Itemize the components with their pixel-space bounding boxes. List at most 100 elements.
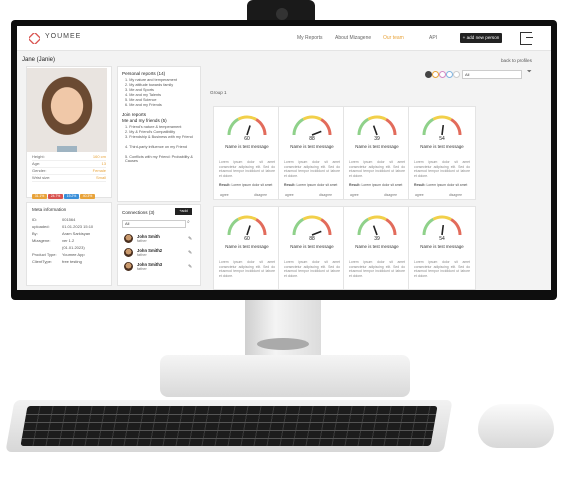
agree-button[interactable]: agree [285,193,294,197]
profile-photo [27,68,107,152]
gauge-card[interactable]: 60 Name is test message Lorem ipsum dolor … [213,206,281,290]
gauge-description: Lorem ipsum dolor sit amet consectetur a… [219,260,275,278]
gauge-description: Lorem ipsum dolor sit amet consectetur a… [414,260,470,278]
gauge-needle [311,230,322,236]
gauge-segment [450,118,462,136]
report-item[interactable]: 1. My nature and temperament [125,78,177,82]
reports-card [117,66,201,202]
stat-row: Age: 13 [32,161,106,168]
report-item[interactable]: 1. Friend's nature & temperament [125,125,182,129]
gauge-description: Lorem ipsum dolor sit amet consectetur a… [284,260,340,278]
report-item[interactable]: 3. Friendship & Business with my Friend [125,135,193,139]
report-item[interactable]: 2. My attitude towards family [125,83,174,87]
report-item[interactable]: 3. Me and Sports [125,88,154,92]
connections-filter-select[interactable]: All [122,220,186,228]
gauge-needle [246,225,251,236]
edit-icon[interactable]: ✎ [188,264,193,270]
report-item[interactable]: 4. Third-party influence on my Friend [125,145,187,149]
group-filter-select[interactable]: All [462,70,522,79]
profile-stats: Height: 160 cm Age: 13 Gender: Female Wrist… [32,154,106,182]
gauge-description: Lorem ipsum dolor sit amet consectetur a… [284,160,340,178]
disagree-button[interactable]: disagree [319,193,333,197]
color-filter-dot[interactable] [453,71,460,78]
gauge-card[interactable]: 39 Name is test message Lorem ipsum dolor … [343,106,411,200]
page-title: Jane (Janie) [22,57,56,63]
edit-icon[interactable]: ✎ [188,250,193,256]
connection-name[interactable]: John Smith2 [137,248,163,253]
logout-icon[interactable] [520,32,533,45]
nav-link-api[interactable]: API [429,35,438,41]
report-item[interactable]: 6. Me and my Friends [125,103,162,107]
gauge-icon [422,115,462,136]
color-filter-dot[interactable] [432,71,439,78]
gauge-name: Name is test message [225,144,269,149]
back-to-profiles-link[interactable]: back to profiles [501,58,532,63]
percent-chip: 40.3% [80,194,95,199]
report-item[interactable]: 4. Me and my Talents [125,93,162,97]
report-item[interactable]: 5. Conflicts with my Friend: Probability… [125,155,193,163]
add-connection-button[interactable]: +add [175,208,192,215]
avatar [124,262,133,271]
meta-row: By: Aram Sarkisyan [32,231,91,236]
disagree-button[interactable]: disagree [384,193,398,197]
disagree-button[interactable]: disagree [449,193,463,197]
gauge-segment [357,117,370,136]
connection-name[interactable]: John Smith [137,234,160,239]
join-reports-subtitle[interactable]: Me and my friends (5) [122,118,167,123]
gauge-description: Lorem ipsum dolor sit amet consectetur a… [219,160,275,178]
meta-title: Meta information [32,207,67,212]
nav-link-our-team[interactable]: Our team [383,35,404,41]
agree-button[interactable]: agree [415,193,424,197]
key-row-divider [24,422,435,423]
logo-text: YOUMEE [45,33,82,40]
app-screen: YOUMEE My Reports About Mizagene Our tea… [17,26,551,290]
gauge-segment [237,115,257,121]
stat-row: Gender: Female [32,168,106,175]
percent-chip: 31.1% [32,194,47,199]
meta-row: Product Type: Youmee App [32,252,85,257]
meta-row: ClientType: free testing [32,259,82,264]
meta-card [26,202,112,286]
avatar [124,234,133,243]
connection-name[interactable]: John Smith3 [137,262,163,267]
gauge-card[interactable]: 39 Name is test message Lorem ipsum dolor … [343,206,411,290]
connections-title: Connections (3) [122,210,155,215]
report-item[interactable]: 5. Me and Science [125,98,157,102]
agree-button[interactable]: agree [350,193,359,197]
gauge-segment [227,117,240,136]
search-icon[interactable]: ⌕ [187,219,190,225]
gauge-result: Result: Lorem ipsum dolor sit amet [414,183,467,187]
gauge-card[interactable]: 60 Name is test message Lorem ipsum dolor … [213,106,281,200]
filter-icon[interactable]: ⏷ [527,69,532,75]
gauge-icon [227,215,267,236]
gauge-needle [372,125,378,136]
gauge-segment [292,217,305,236]
disagree-button[interactable]: disagree [254,193,268,197]
add-new-person-button[interactable]: + add new person [460,33,502,43]
meta-row: (01.01.2023) [62,245,85,250]
gauge-description: Lorem ipsum dolor sit amet consectetur a… [349,160,405,178]
gauge-needle [441,224,445,236]
color-filter-dot[interactable] [425,71,432,78]
gauge-card[interactable]: 54 Name is test message Lorem ipsum dolor … [408,106,476,200]
nav-link-my-reports[interactable]: My Reports [297,35,323,41]
result-text: Lorem ipsum dolor sit amet [426,183,468,187]
monitor-stand [245,300,321,358]
key-row-divider [23,430,434,431]
edit-icon[interactable]: ✎ [188,236,193,242]
agree-button[interactable]: agree [220,193,229,197]
gauge-segment [255,218,267,236]
gauge-card[interactable]: 88 Name is test message Lorem ipsum dolor … [278,106,346,200]
gauge-card[interactable]: 54 Name is test message Lorem ipsum dolor … [408,206,476,290]
color-filter-dot[interactable] [446,71,453,78]
gauge-name: Name is test message [225,244,269,249]
gauge-value: 88 [309,236,315,242]
gauge-name: Name is test message [420,244,464,249]
gauge-name: Name is test message [355,244,399,249]
nav-link-about[interactable]: About Mizagene [335,35,372,41]
color-filter-dot[interactable] [439,71,446,78]
report-item[interactable]: 2. My & Friend's Compatibility [125,130,176,134]
avatar [124,248,133,257]
gauge-card[interactable]: 88 Name is test message Lorem ipsum dolor … [278,206,346,290]
stat-row: Height: 160 cm [32,154,106,161]
